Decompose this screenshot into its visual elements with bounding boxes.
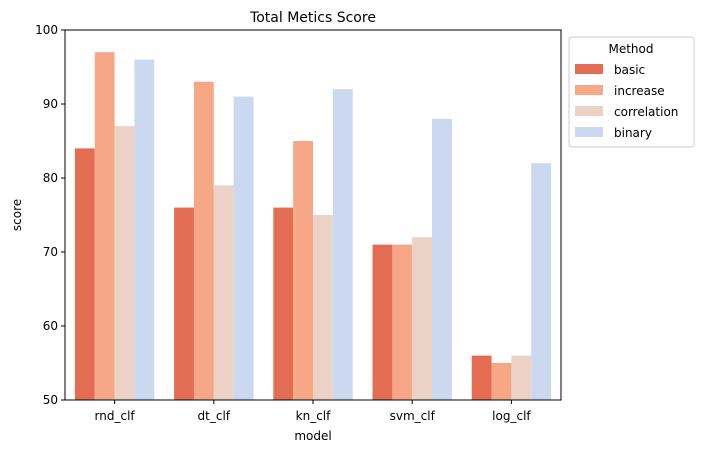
bar-increase-rnd_clf	[94, 52, 115, 400]
bar-increase-log_clf	[491, 363, 512, 400]
bar-binary-kn_clf	[332, 89, 353, 400]
bar-correlation-dt_clf	[213, 185, 234, 400]
legend-title: Method	[608, 42, 653, 56]
x-tick-label: dt_clf	[198, 409, 231, 423]
y-tick-label: 60	[43, 319, 58, 333]
x-tick-label: log_clf	[492, 409, 531, 423]
x-tick-label: kn_clf	[296, 409, 331, 423]
legend-label-binary: binary	[614, 126, 652, 140]
bar-correlation-rnd_clf	[114, 126, 135, 400]
bar-basic-dt_clf	[174, 207, 194, 400]
y-tick-label: 50	[43, 393, 58, 407]
bar-binary-dt_clf	[233, 96, 254, 400]
plot-area	[74, 52, 552, 401]
bar-correlation-kn_clf	[313, 215, 333, 400]
legend-label-basic: basic	[614, 63, 645, 77]
y-tick-label: 90	[43, 97, 58, 111]
bar-increase-kn_clf	[293, 141, 313, 400]
bar-basic-kn_clf	[273, 207, 294, 400]
chart-title: Total Metics Score	[249, 10, 376, 26]
bar-basic-log_clf	[471, 355, 492, 400]
bar-basic-svm_clf	[372, 244, 393, 400]
legend-swatch-binary	[575, 127, 603, 137]
legend-swatch-correlation	[575, 106, 603, 116]
legend-swatch-increase	[575, 85, 603, 95]
y-axis-label: score	[10, 199, 24, 231]
x-axis: rnd_clf dt_clf kn_clf svm_clf log_clf	[95, 400, 531, 423]
bar-binary-log_clf	[531, 163, 552, 400]
y-axis: 50 60 70 80 90 100	[35, 23, 65, 407]
legend: Method basic increase correlation binary	[568, 36, 695, 148]
legend-swatch-basic	[575, 64, 603, 74]
y-tick-label: 100	[35, 23, 58, 37]
y-tick-label: 80	[43, 171, 58, 185]
bar-increase-dt_clf	[193, 81, 214, 401]
legend-items: basic increase correlation binary	[575, 63, 678, 140]
bar-basic-rnd_clf	[74, 148, 95, 400]
bar-binary-rnd_clf	[134, 59, 155, 400]
x-tick-label: svm_clf	[390, 409, 436, 423]
bar-increase-svm_clf	[392, 244, 413, 400]
x-axis-label: model	[294, 429, 331, 443]
y-tick-label: 70	[43, 245, 58, 259]
legend-label-increase: increase	[614, 84, 665, 98]
legend-label-correlation: correlation	[614, 105, 678, 119]
bar-correlation-log_clf	[511, 355, 532, 400]
bar-binary-svm_clf	[432, 118, 452, 401]
bar-correlation-svm_clf	[412, 237, 433, 400]
x-tick-label: rnd_clf	[95, 409, 136, 423]
